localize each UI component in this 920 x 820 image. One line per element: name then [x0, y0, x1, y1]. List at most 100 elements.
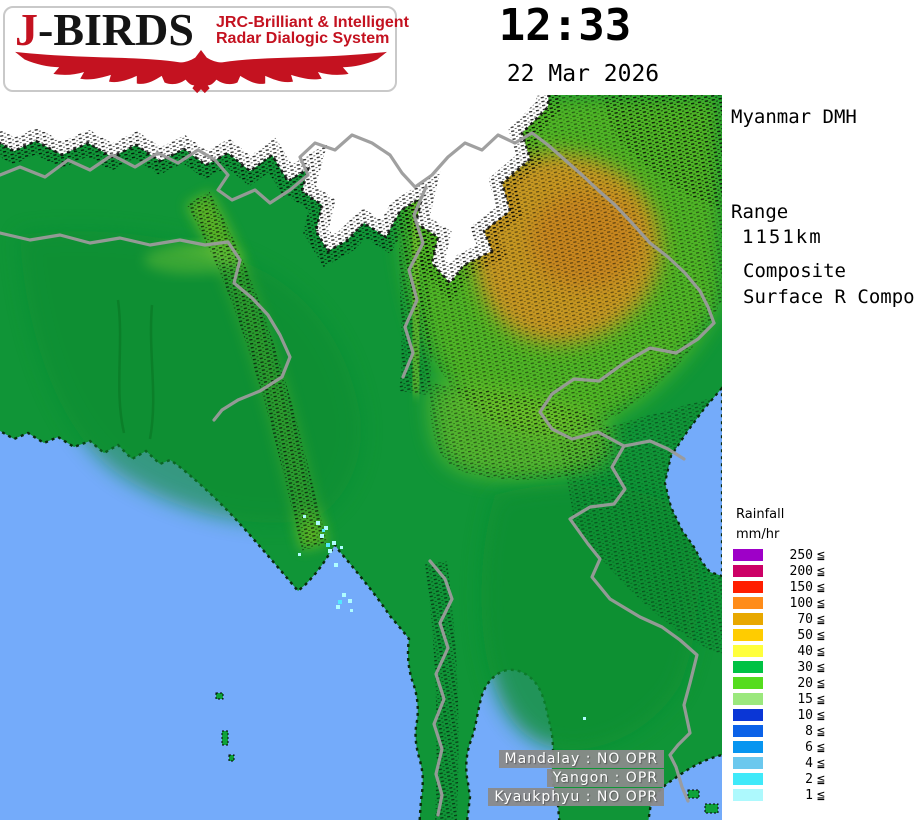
- sea-inlet-east: [663, 385, 724, 578]
- legend-comparator: ≦: [817, 595, 825, 611]
- legend-row: 6 ≦: [733, 739, 825, 755]
- legend-swatch: [733, 645, 763, 657]
- range-value: 1151km: [742, 226, 823, 248]
- legend-value: 15: [797, 691, 813, 707]
- legend-comparator: ≦: [817, 659, 825, 675]
- legend-row: 100 ≦: [733, 595, 825, 611]
- legend-swatch: [733, 709, 763, 721]
- legend-value: 250: [789, 547, 813, 563]
- logo-subtitle: JRC-Brilliant & Intelligent Radar Dialog…: [216, 15, 409, 47]
- legend-row: 8 ≦: [733, 723, 825, 739]
- clock-date: 22 Mar 2026: [506, 61, 660, 87]
- legend-swatch: [733, 677, 763, 689]
- border-west: [0, 231, 292, 422]
- legend-row: 10 ≦: [733, 707, 825, 723]
- legend-value: 10: [797, 707, 813, 723]
- border-india-myanmar: [401, 185, 428, 379]
- west-plain: [20, 231, 361, 523]
- radar-map: Mandalay : NO OPR Yangon : OPR Kyaukphyu :…: [0, 95, 734, 820]
- legend-swatch: [733, 789, 763, 801]
- legend-value: 20: [797, 675, 813, 691]
- legend-comparator: ≦: [817, 563, 825, 579]
- range-label: Range: [731, 201, 789, 223]
- hillshade-ne-corner: [600, 95, 722, 210]
- legend-swatch: [733, 597, 763, 609]
- legend-row: 1 ≦: [733, 787, 825, 803]
- rain-echoes-mid: [322, 529, 342, 604]
- legend-comparator: ≦: [817, 771, 825, 787]
- legend-comparator: ≦: [817, 675, 825, 691]
- legend-value: 6: [805, 739, 813, 755]
- legend-value: 150: [789, 579, 813, 595]
- border-north: [0, 131, 716, 325]
- station-status-overlay: Mandalay : NO OPR Yangon : OPR Kyaukphyu :…: [488, 750, 664, 806]
- river: [148, 304, 155, 440]
- legend-unit: mm/hr: [736, 527, 780, 542]
- legend-value: 70: [797, 611, 813, 627]
- river: [116, 299, 126, 434]
- legend-comparator: ≦: [817, 739, 825, 755]
- legend-rows: 250 ≦ 200 ≦ 150 ≦ 100 ≦ 70 ≦ 50 ≦ 40 ≦ 30 ≦ 20 ≦ 15 ≦ 10 ≦ 8 ≦ 6…: [733, 547, 825, 803]
- rain-echoes: [298, 515, 586, 720]
- legend-swatch: [733, 661, 763, 673]
- legend-comparator: ≦: [817, 787, 825, 803]
- border-east-spur: [622, 439, 686, 461]
- logo-title: J-BIRDS: [15, 6, 194, 54]
- station-name: Myanmar DMH: [731, 106, 857, 128]
- legend-swatch: [733, 757, 763, 769]
- legend-value: 40: [797, 643, 813, 659]
- legend-row: 40 ≦: [733, 643, 825, 659]
- legend-row: 2 ≦: [733, 771, 825, 787]
- station-status-line: Yangon : OPR: [546, 769, 664, 787]
- radar-map-canvas: [0, 95, 734, 820]
- legend-row: 15 ≦: [733, 691, 825, 707]
- legend-swatch: [733, 693, 763, 705]
- legend-swatch: [733, 741, 763, 753]
- legend-title: Rainfall: [736, 507, 785, 522]
- legend-comparator: ≦: [817, 579, 825, 595]
- legend-swatch: [733, 549, 763, 561]
- legend-swatch: [733, 773, 763, 785]
- legend-comparator: ≦: [817, 643, 825, 659]
- legend-value: 100: [789, 595, 813, 611]
- legend-swatch: [733, 725, 763, 737]
- legend-value: 200: [789, 563, 813, 579]
- jbirds-logo: J-BIRDS JRC-Brilliant & Intelligent Rada…: [3, 6, 409, 94]
- legend-row: 200 ≦: [733, 563, 825, 579]
- legend-comparator: ≦: [817, 723, 825, 739]
- legend-row: 20 ≦: [733, 675, 825, 691]
- legend-value: 4: [805, 755, 813, 771]
- legend-comparator: ≦: [817, 691, 825, 707]
- legend-value: 1: [805, 787, 813, 803]
- legend-row: 70 ≦: [733, 611, 825, 627]
- legend-swatch: [733, 581, 763, 593]
- legend-row: 150 ≦: [733, 579, 825, 595]
- product-mode-line2: Surface R Compo: [743, 286, 915, 308]
- legend-comparator: ≦: [817, 627, 825, 643]
- logo-title-rest: -BIRDS: [38, 4, 194, 55]
- legend-row: 4 ≦: [733, 755, 825, 771]
- legend-swatch: [733, 629, 763, 641]
- legend-comparator: ≦: [817, 707, 825, 723]
- legend-comparator: ≦: [817, 611, 825, 627]
- station-status-line: Kyaukphyu : NO OPR: [488, 788, 664, 806]
- eagle-icon: [15, 49, 387, 94]
- hillshade-arakan: [186, 191, 328, 551]
- islands: [215, 692, 719, 814]
- border-east: [538, 321, 716, 803]
- product-mode-line1: Composite: [743, 260, 846, 282]
- legend-row: 30 ≦: [733, 659, 825, 675]
- legend-swatch: [733, 565, 763, 577]
- logo-subtitle-line1: JRC-Brilliant & Intelligent: [216, 14, 409, 31]
- legend-value: 50: [797, 627, 813, 643]
- legend-row: 50 ≦: [733, 627, 825, 643]
- hillshade-peninsula: [425, 561, 459, 820]
- legend-value: 8: [805, 723, 813, 739]
- legend-comparator: ≦: [817, 755, 825, 771]
- logo-title-j: J: [15, 4, 38, 55]
- legend-row: 250 ≦: [733, 547, 825, 563]
- legend-comparator: ≦: [817, 547, 825, 563]
- station-status-line: Mandalay : NO OPR: [498, 750, 664, 768]
- legend-swatch: [733, 613, 763, 625]
